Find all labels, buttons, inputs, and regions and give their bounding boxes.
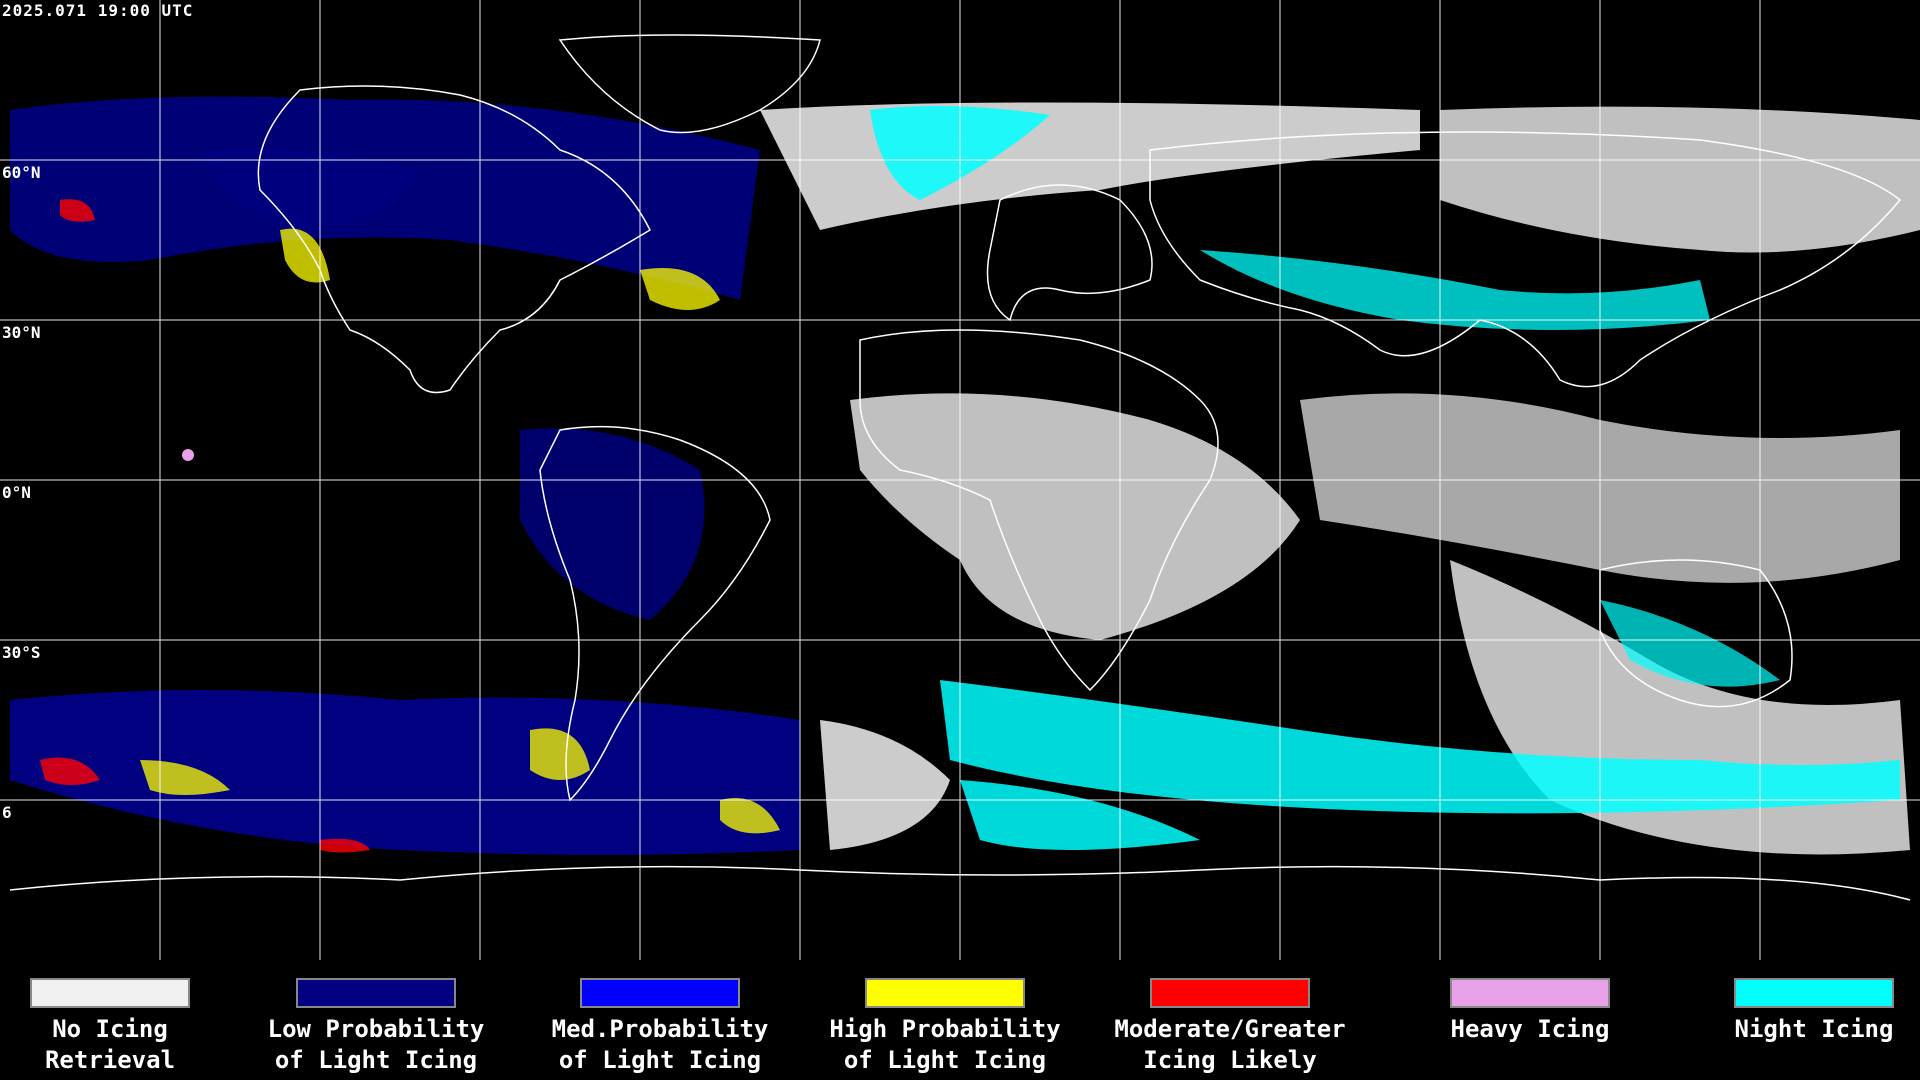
legend: No Icing Retrieval Low Probability of Ligh… [0, 960, 1920, 1080]
legend-item-heavy-icing: Heavy Icing [1390, 978, 1670, 1045]
legend-swatch-med-probability [580, 978, 740, 1008]
high-probability-regions [140, 228, 780, 834]
lat-label-30s: 30°S [2, 643, 41, 662]
lat-label-30n: 30°N [2, 323, 41, 342]
heavy-icing-regions [182, 449, 194, 461]
legend-swatch-night-icing [1734, 978, 1894, 1008]
map-timestamp: 2025.071 19:00 UTC [2, 1, 194, 20]
legend-item-high-probability: High Probability of Light Icing [805, 978, 1085, 1076]
moderate-icing-regions [40, 199, 370, 853]
legend-label-low-probability: Low Probability of Light Icing [267, 1015, 485, 1074]
legend-swatch-heavy-icing [1450, 978, 1610, 1008]
lat-label-equator: 0°N [2, 483, 31, 502]
lat-label-60n: 60°N [2, 163, 41, 182]
legend-label-med-probability: Med.Probability of Light Icing [551, 1015, 769, 1074]
night-icing-regions [870, 106, 1900, 850]
icing-map: 2025.071 19:00 UTC 60°N 30°N 0°N 30°S 6 [0, 0, 1920, 960]
legend-swatch-no-icing [30, 978, 190, 1008]
lat-label-60s: 6 [2, 803, 12, 822]
legend-swatch-low-probability [296, 978, 456, 1008]
legend-swatch-high-probability [865, 978, 1025, 1008]
legend-item-no-icing: No Icing Retrieval [0, 978, 250, 1076]
map-canvas [0, 0, 1920, 960]
legend-item-night-icing: Night Icing [1674, 978, 1920, 1045]
legend-label-moderate-icing: Moderate/Greater Icing Likely [1114, 1015, 1346, 1074]
legend-label-no-icing: No Icing Retrieval [44, 1015, 176, 1074]
legend-item-med-probability: Med.Probability of Light Icing [520, 978, 800, 1076]
legend-label-night-icing: Night Icing [1734, 1015, 1894, 1043]
legend-item-low-probability: Low Probability of Light Icing [236, 978, 516, 1076]
legend-label-heavy-icing: Heavy Icing [1450, 1015, 1610, 1043]
legend-label-high-probability: High Probability of Light Icing [829, 1015, 1061, 1074]
legend-item-moderate-icing: Moderate/Greater Icing Likely [1090, 978, 1370, 1076]
legend-swatch-moderate-icing [1150, 978, 1310, 1008]
graticule-grid [0, 0, 1920, 960]
coastlines [9, 34, 1911, 901]
